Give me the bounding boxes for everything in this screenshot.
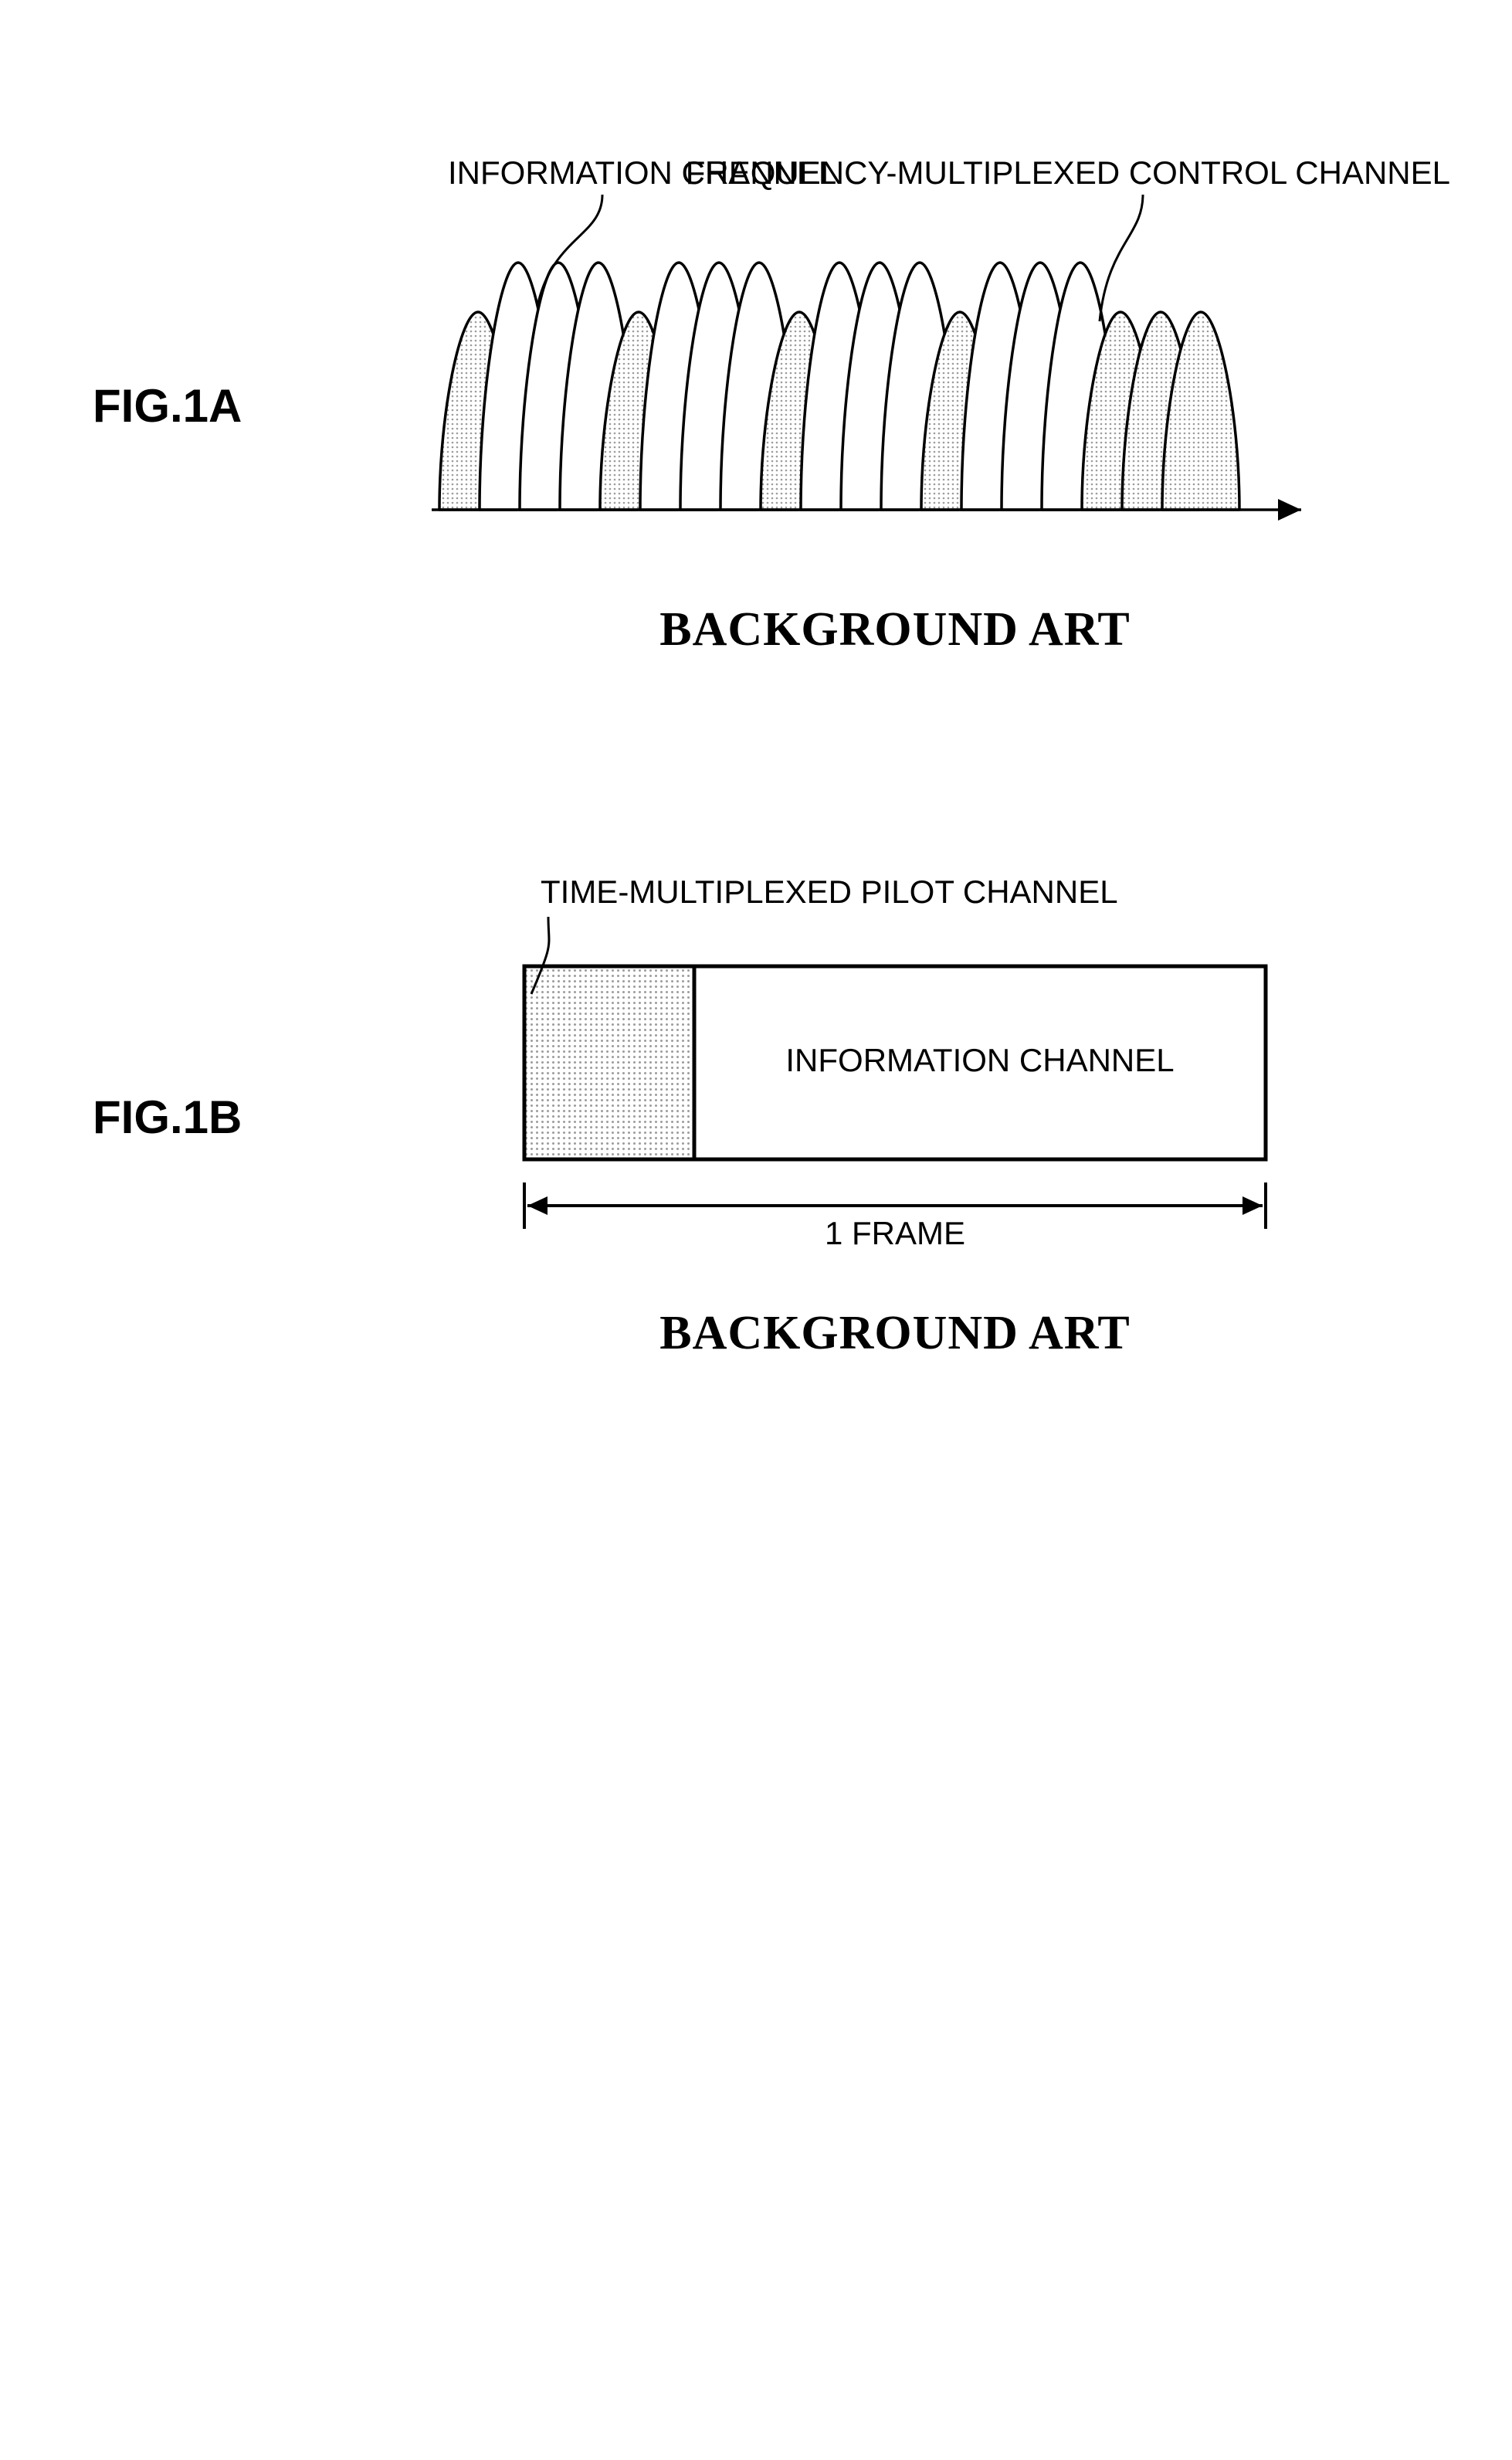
svg-text:INFORMATION CHANNEL: INFORMATION CHANNEL — [785, 1042, 1174, 1078]
fig-1a-labels: INFORMATION CHANNEL FREQUENCY-MULTIPLEXE… — [371, 154, 1419, 232]
svg-text:1 FRAME: 1 FRAME — [825, 1215, 965, 1251]
background-art-1a: BACKGROUND ART — [659, 602, 1130, 657]
freq-channel-label: FREQUENCY-MULTIPLEXED CONTROL CHANNEL — [686, 154, 1450, 192]
tdm-frame-diagram: INFORMATION CHANNEL 1 FRAME — [432, 935, 1358, 1260]
background-art-1b: BACKGROUND ART — [659, 1306, 1130, 1361]
pilot-channel-label: TIME-MULTIPLEXED PILOT CHANNEL — [541, 874, 1118, 911]
fig-1a-content: INFORMATION CHANNEL FREQUENCY-MULTIPLEXE… — [371, 154, 1419, 657]
fig-1b-label: FIG.1B — [93, 1091, 263, 1144]
fig-1b-content: TIME-MULTIPLEXED PILOT CHANNEL INFORMATI… — [371, 874, 1419, 1361]
spectrum-chart — [432, 232, 1358, 556]
fig-1a-label: FIG.1A — [93, 379, 263, 433]
figure-1a: FIG.1A INFORMATION CHANNEL FREQUENCY-MUL… — [93, 154, 1419, 657]
fig-1b-labels: TIME-MULTIPLEXED PILOT CHANNEL — [371, 874, 1419, 935]
figure-1b: FIG.1B TIME-MULTIPLEXED PILOT CHANNEL IN… — [93, 874, 1419, 1361]
